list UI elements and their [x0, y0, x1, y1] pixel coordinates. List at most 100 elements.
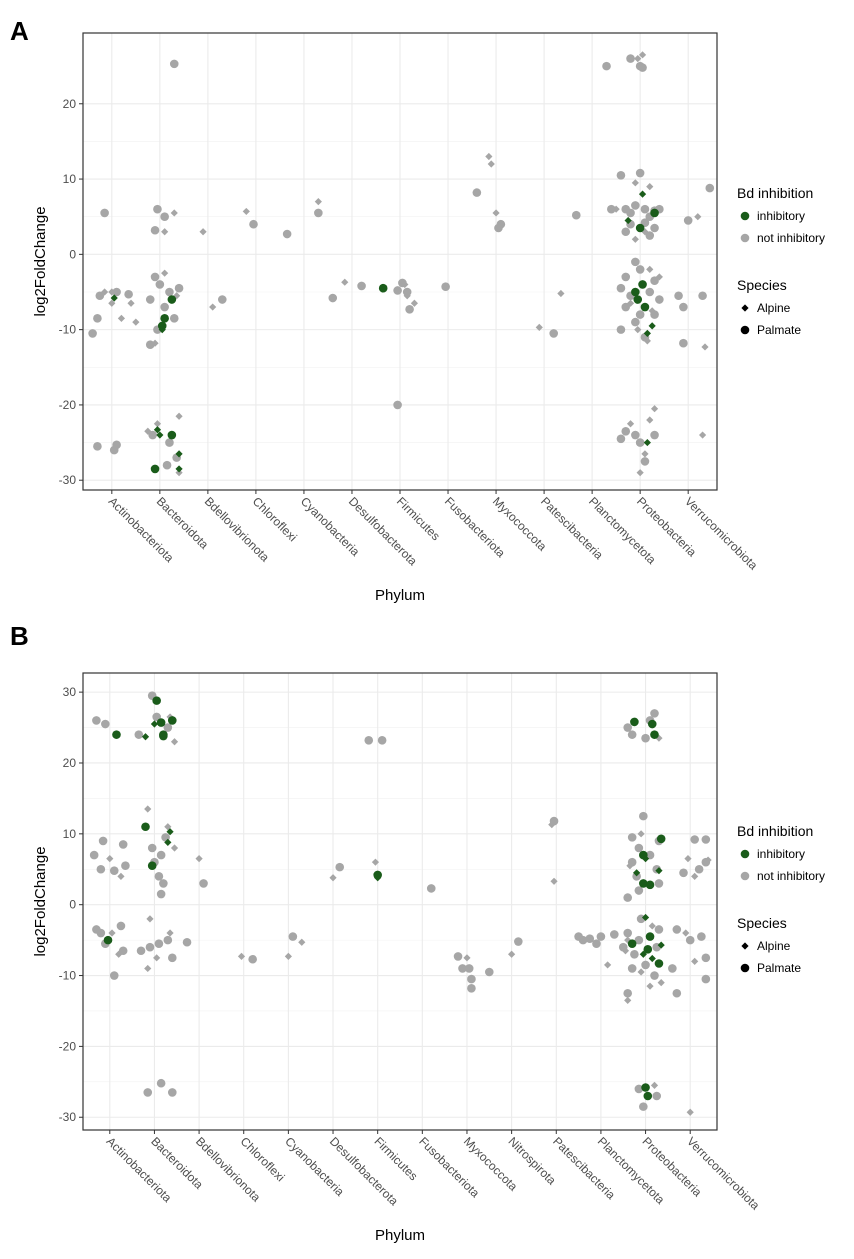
- point: [626, 420, 635, 428]
- point: [686, 1108, 694, 1116]
- point: [109, 866, 119, 875]
- plot-border: [82, 32, 718, 491]
- point: [623, 928, 633, 938]
- legend-swatch: [741, 304, 749, 312]
- point: [166, 828, 174, 836]
- point: [640, 302, 650, 312]
- point: [616, 170, 626, 180]
- point: [174, 283, 184, 293]
- x-tick-label: Verrucomicrobiota: [684, 1134, 763, 1213]
- point: [616, 325, 626, 334]
- point: [650, 310, 659, 319]
- legend-label: inhibitory: [757, 209, 805, 223]
- point: [96, 864, 106, 874]
- x-axis-title: Phylum: [375, 1227, 425, 1244]
- point: [684, 855, 692, 863]
- y-tick-label: 20: [63, 756, 77, 770]
- point: [146, 915, 154, 923]
- point: [314, 198, 322, 206]
- point: [656, 834, 666, 844]
- point: [571, 210, 581, 220]
- point: [627, 833, 637, 842]
- point: [108, 299, 116, 307]
- point: [371, 858, 380, 866]
- point: [646, 265, 654, 274]
- y-axis-title: log2FoldChange: [32, 206, 49, 316]
- point: [640, 204, 650, 214]
- y-tick-label: -10: [59, 969, 77, 983]
- y-tick-label: 20: [63, 97, 77, 111]
- point: [621, 227, 631, 237]
- point: [638, 51, 647, 59]
- point: [402, 287, 412, 297]
- point: [643, 1091, 653, 1101]
- point: [426, 884, 436, 893]
- plot-background: [83, 673, 717, 1130]
- point: [679, 868, 688, 878]
- point: [127, 299, 135, 307]
- point: [161, 269, 169, 277]
- point: [623, 988, 633, 998]
- point: [604, 961, 612, 969]
- point: [641, 733, 650, 743]
- point: [101, 719, 110, 729]
- point: [650, 208, 659, 218]
- y-tick-label: 0: [69, 898, 76, 912]
- point: [645, 231, 655, 240]
- point: [156, 850, 166, 860]
- point: [596, 932, 606, 941]
- legend-swatch: [741, 942, 749, 950]
- point: [650, 405, 659, 413]
- point: [103, 935, 113, 945]
- panel: B-30-20-100102030ActinobacteriotaBactero…: [10, 621, 825, 1244]
- legend-label: Alpine: [757, 301, 791, 315]
- point: [698, 291, 707, 301]
- point: [654, 925, 664, 934]
- point: [654, 879, 664, 888]
- point: [639, 1102, 648, 1111]
- point: [631, 317, 640, 327]
- point: [637, 968, 645, 976]
- point: [154, 872, 164, 881]
- point: [643, 438, 651, 447]
- point: [132, 318, 140, 326]
- x-axis-title: Phylum: [375, 587, 425, 604]
- point: [141, 822, 150, 832]
- point: [631, 257, 640, 267]
- point: [638, 190, 647, 198]
- point: [96, 928, 106, 938]
- point: [393, 400, 402, 410]
- point: [639, 850, 648, 860]
- point: [153, 954, 161, 962]
- legend-title: Bd inhibition: [737, 185, 813, 201]
- point: [549, 816, 559, 826]
- y-tick-label: 10: [63, 827, 77, 841]
- point: [118, 946, 128, 956]
- point: [621, 272, 631, 282]
- point: [514, 937, 523, 946]
- point: [634, 1084, 644, 1094]
- point: [650, 223, 659, 233]
- point: [166, 929, 174, 937]
- point: [458, 964, 467, 973]
- point: [494, 223, 503, 233]
- point: [634, 54, 642, 63]
- point: [167, 1088, 177, 1097]
- point: [650, 971, 659, 980]
- point: [650, 709, 659, 718]
- point: [627, 730, 637, 739]
- point: [631, 287, 640, 297]
- point: [100, 208, 109, 218]
- point: [163, 723, 173, 732]
- point: [679, 338, 688, 348]
- point: [377, 736, 387, 745]
- point: [592, 939, 601, 948]
- point: [165, 438, 174, 447]
- point: [607, 204, 616, 214]
- point: [637, 830, 645, 838]
- point: [167, 295, 177, 304]
- point: [634, 843, 644, 853]
- point: [639, 950, 647, 958]
- point: [650, 1081, 659, 1089]
